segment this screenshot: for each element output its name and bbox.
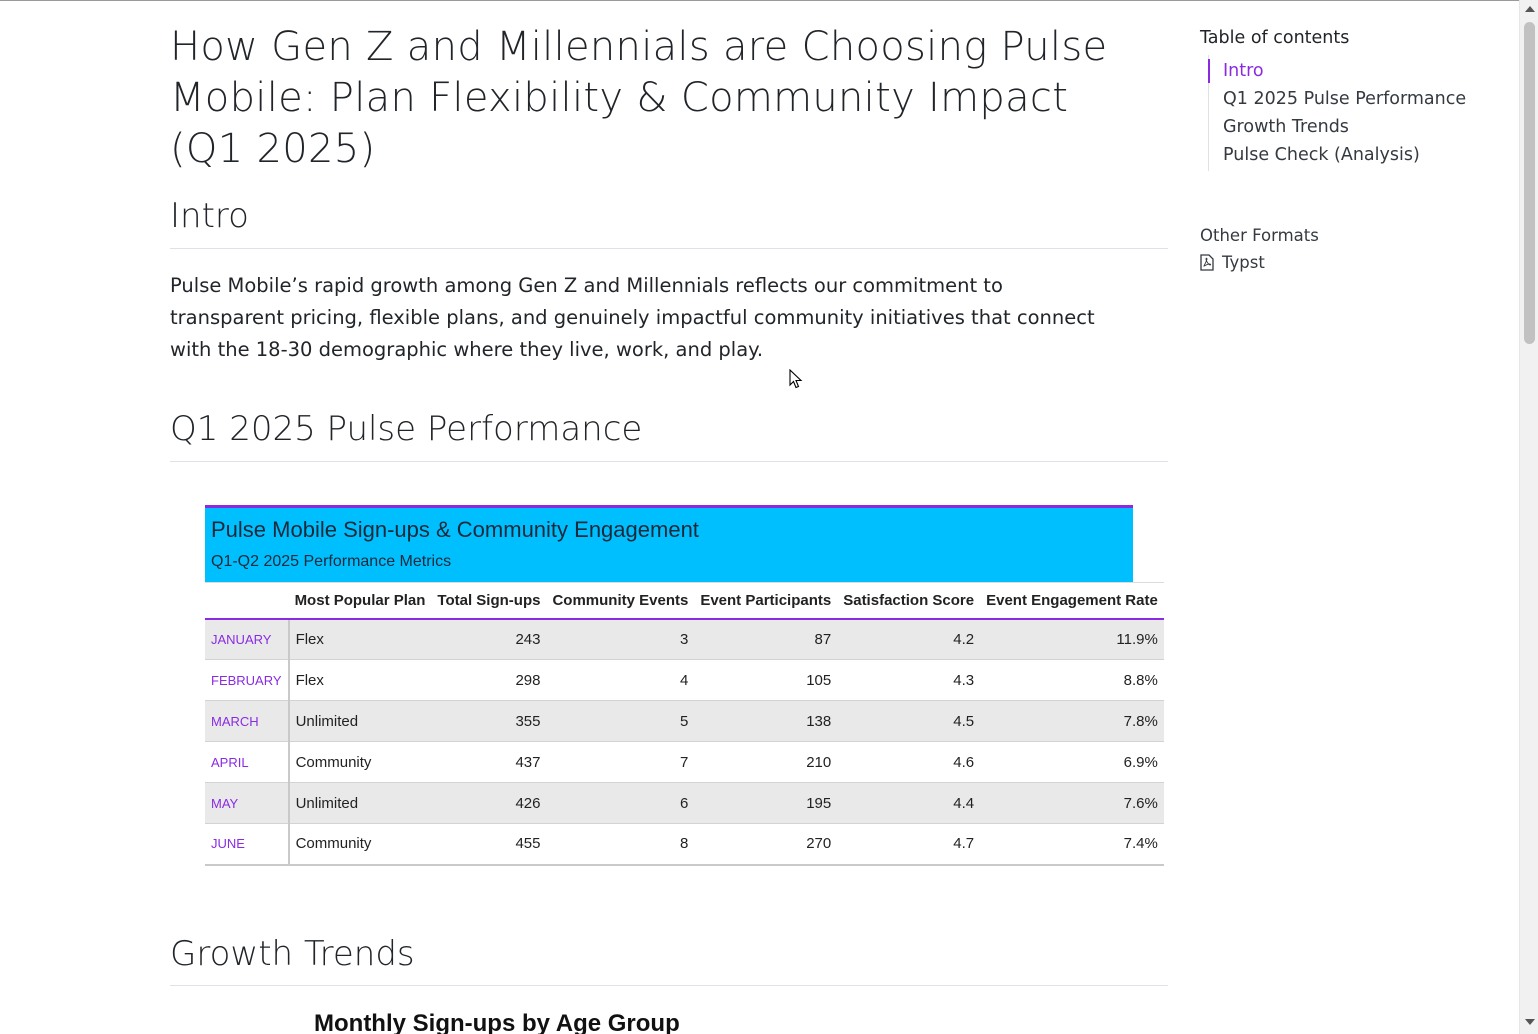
row-plan: Flex <box>288 659 432 701</box>
toc-nav: Intro Q1 2025 Pulse Performance Growth T… <box>1208 55 1468 171</box>
chart-title: Monthly Sign-ups by Age Group <box>314 1010 680 1034</box>
row-month: March <box>205 700 290 742</box>
intro-paragraph: Pulse Mobile’s rapid growth among Gen Z … <box>170 274 1095 361</box>
row-signups: 243 <box>431 618 547 660</box>
row-score: 4.7 <box>837 823 981 866</box>
format-link-label: Typst <box>1222 253 1265 272</box>
row-score: 4.5 <box>837 700 981 742</box>
section-heading-intro: Intro <box>170 196 249 236</box>
table-subtitle: Q1-Q2 2025 Performance Metrics <box>211 553 452 570</box>
column-header-signups: Total Sign-ups <box>431 582 547 620</box>
row-events: 6 <box>546 782 695 824</box>
row-plan: Community <box>288 741 432 783</box>
row-rate: 8.8% <box>980 659 1164 701</box>
format-link-typst[interactable]: Typst <box>1200 253 1265 272</box>
column-header-month <box>205 582 289 620</box>
file-pdf-icon <box>1200 254 1214 271</box>
section-divider <box>170 461 1168 462</box>
table-row: February Flex 298 4 105 4.3 8.8% <box>205 659 1164 701</box>
row-signups: 355 <box>431 700 547 742</box>
row-rate: 7.6% <box>980 782 1164 824</box>
page-title: How Gen Z and Millennials are Choosing P… <box>170 24 1108 172</box>
row-events: 8 <box>546 823 695 866</box>
scroll-up-arrow-icon[interactable] <box>1525 6 1535 12</box>
row-participants: 138 <box>694 700 838 742</box>
row-month: April <box>205 741 290 783</box>
row-score: 4.4 <box>837 782 981 824</box>
row-plan: Unlimited <box>288 700 432 742</box>
row-month: June <box>205 823 290 866</box>
row-events: 7 <box>546 741 695 783</box>
row-events: 3 <box>546 618 695 660</box>
row-plan: Unlimited <box>288 782 432 824</box>
row-month: May <box>205 782 290 824</box>
metrics-table: Pulse Mobile Sign-ups & Community Engage… <box>205 505 1164 866</box>
table-header-banner: Pulse Mobile Sign-ups & Community Engage… <box>205 505 1133 582</box>
row-score: 4.6 <box>837 741 981 783</box>
section-heading-performance: Q1 2025 Pulse Performance <box>170 409 643 449</box>
row-signups: 455 <box>431 823 547 866</box>
table-title: Pulse Mobile Sign-ups & Community Engage… <box>211 517 699 542</box>
row-participants: 87 <box>694 618 838 660</box>
row-score: 4.2 <box>837 618 981 660</box>
row-signups: 298 <box>431 659 547 701</box>
row-participants: 210 <box>694 741 838 783</box>
vertical-scrollbar[interactable] <box>1519 0 1538 1034</box>
row-month: February <box>205 659 290 701</box>
toc-item-performance[interactable]: Q1 2025 Pulse Performance <box>1223 89 1467 109</box>
toc-item-growth-trends[interactable]: Growth Trends <box>1223 117 1349 137</box>
row-rate: 7.8% <box>980 700 1164 742</box>
window-top-border <box>0 0 1538 1</box>
row-participants: 270 <box>694 823 838 866</box>
row-participants: 195 <box>694 782 838 824</box>
other-formats-title: Other Formats <box>1200 226 1319 245</box>
section-divider <box>170 248 1168 249</box>
toc-item-intro[interactable]: Intro <box>1208 59 1468 83</box>
row-rate: 6.9% <box>980 741 1164 783</box>
row-rate: 7.4% <box>980 823 1164 866</box>
row-plan: Community <box>288 823 432 866</box>
data-table: Most Popular Plan Total Sign-ups Communi… <box>205 582 1164 866</box>
row-events: 5 <box>546 700 695 742</box>
scrollbar-thumb[interactable] <box>1524 22 1535 344</box>
column-header-rate: Event Engagement Rate <box>980 582 1164 620</box>
mouse-cursor-icon <box>789 369 803 389</box>
scroll-down-arrow-icon[interactable] <box>1525 1019 1535 1025</box>
section-divider <box>170 985 1168 986</box>
column-header-participants: Event Participants <box>694 582 838 620</box>
table-row: May Unlimited 426 6 195 4.4 7.6% <box>205 782 1164 824</box>
table-row: March Unlimited 355 5 138 4.5 7.8% <box>205 700 1164 742</box>
column-header-score: Satisfaction Score <box>837 582 981 620</box>
table-row: January Flex 243 3 87 4.2 11.9% <box>205 618 1164 660</box>
column-header-plan: Most Popular Plan <box>288 582 432 620</box>
table-row: June Community 455 8 270 4.7 7.4% <box>205 823 1164 866</box>
toc-title: Table of contents <box>1200 28 1350 48</box>
toc-item-pulse-check[interactable]: Pulse Check (Analysis) <box>1223 145 1420 165</box>
row-events: 4 <box>546 659 695 701</box>
row-signups: 437 <box>431 741 547 783</box>
table-row: April Community 437 7 210 4.6 6.9% <box>205 741 1164 783</box>
column-header-events: Community Events <box>546 582 695 620</box>
row-rate: 11.9% <box>980 618 1164 660</box>
row-signups: 426 <box>431 782 547 824</box>
section-heading-growth: Growth Trends <box>170 934 415 974</box>
table-column-headers: Most Popular Plan Total Sign-ups Communi… <box>205 582 1164 620</box>
row-plan: Flex <box>288 618 432 660</box>
row-score: 4.3 <box>837 659 981 701</box>
row-participants: 105 <box>694 659 838 701</box>
row-month: January <box>205 618 290 660</box>
